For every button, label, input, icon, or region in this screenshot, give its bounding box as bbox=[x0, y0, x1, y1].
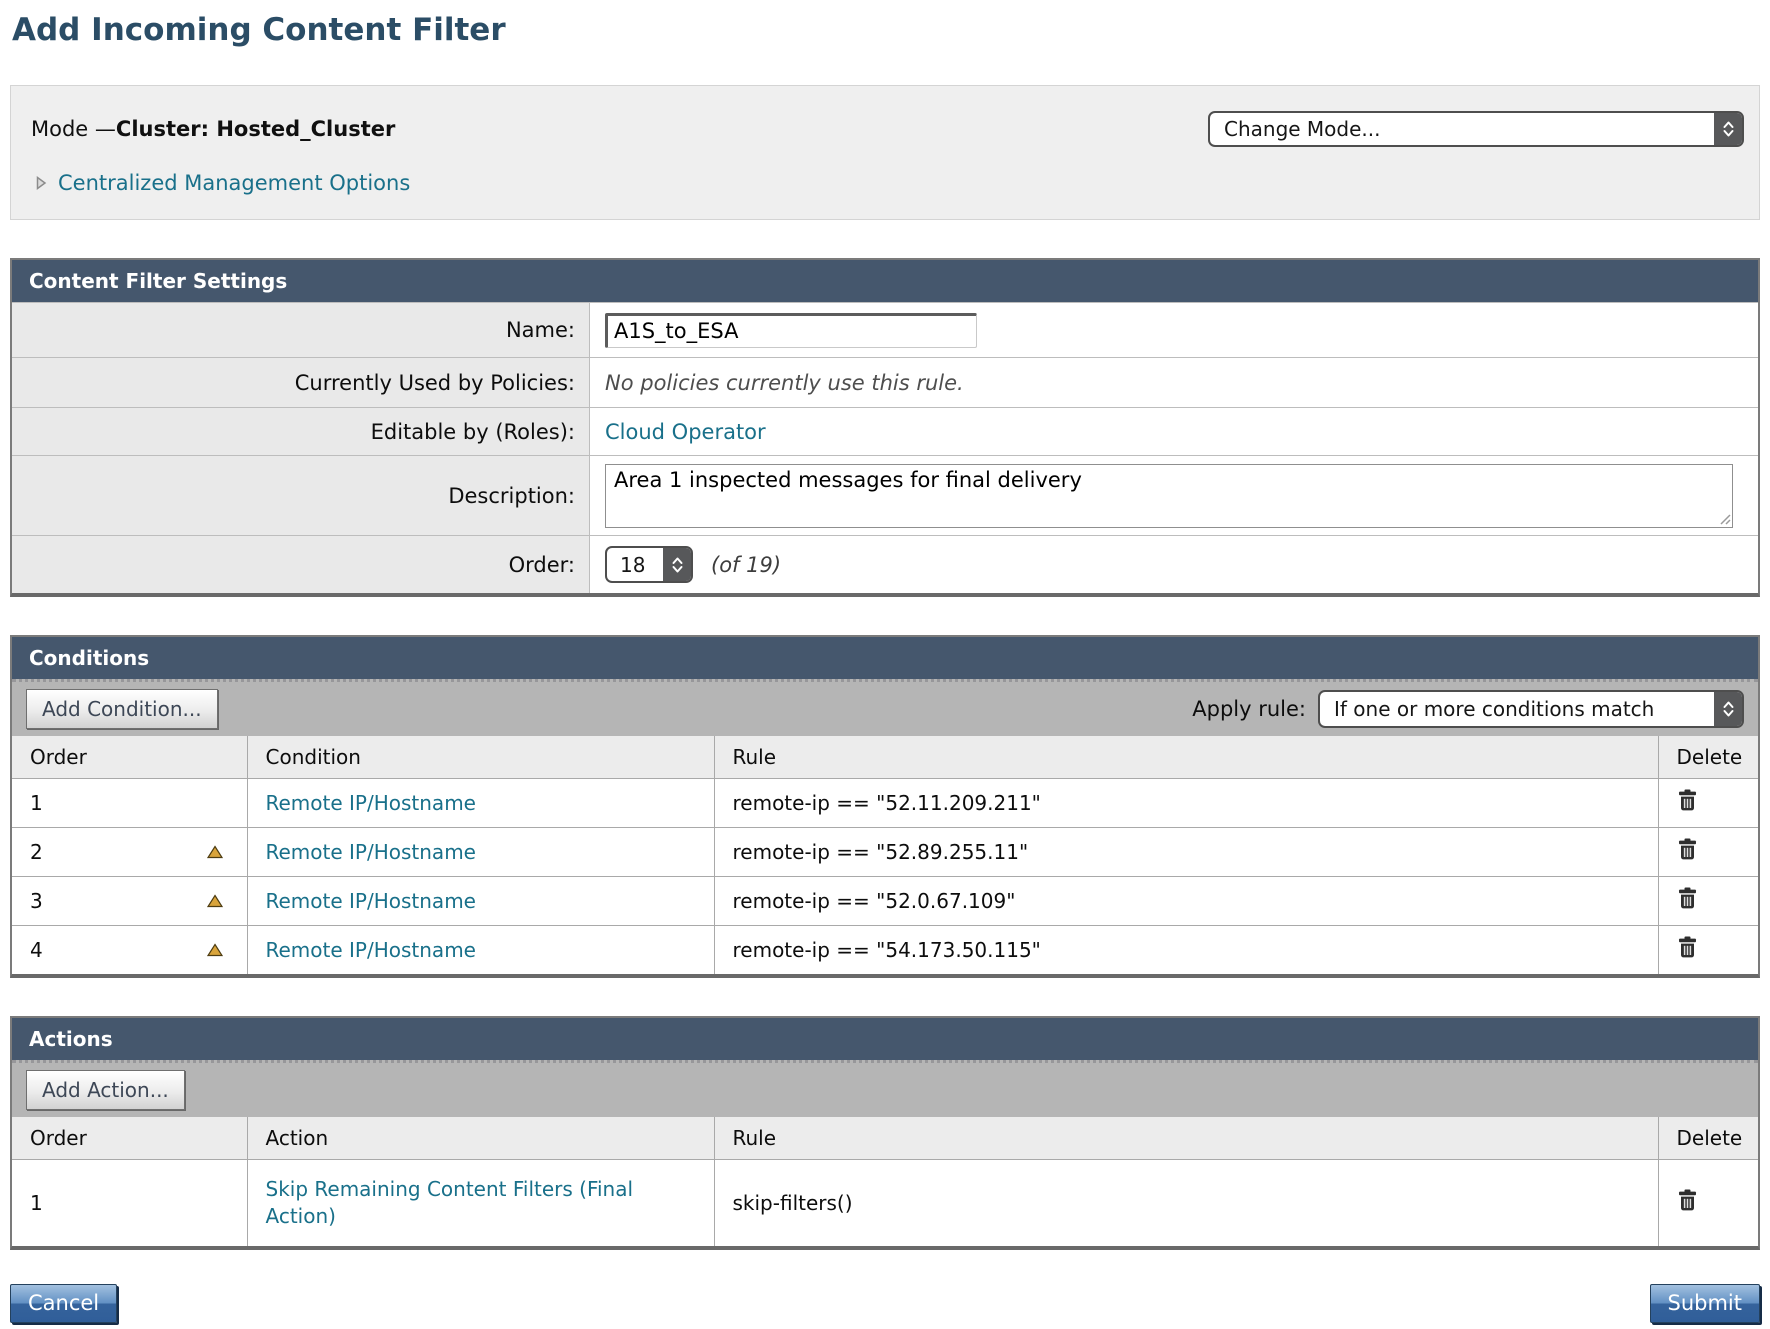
condition-order: 3 bbox=[30, 889, 43, 913]
action-row: 1 Skip Remaining Content Filters (Final … bbox=[12, 1159, 1758, 1246]
condition-order: 1 bbox=[12, 778, 247, 828]
conditions-col-rule: Rule bbox=[713, 736, 1658, 779]
condition-link[interactable]: Remote IP/Hostname bbox=[265, 938, 476, 962]
content-filter-settings-panel: Content Filter Settings Name: Currently … bbox=[10, 258, 1760, 597]
actions-col-delete: Delete bbox=[1657, 1117, 1758, 1160]
policies-value: No policies currently use this rule. bbox=[605, 370, 964, 395]
cloud-operator-link[interactable]: Cloud Operator bbox=[605, 419, 766, 444]
trash-icon bbox=[1677, 789, 1698, 812]
conditions-col-order: Order bbox=[12, 736, 247, 779]
condition-rule: remote-ip == "54.173.50.115" bbox=[713, 925, 1658, 974]
condition-order: 4 bbox=[30, 938, 43, 962]
apply-rule-label: Apply rule: bbox=[1192, 697, 1306, 721]
delete-condition-button[interactable] bbox=[1677, 936, 1698, 959]
editable-roles-label: Editable by (Roles): bbox=[12, 408, 590, 455]
conditions-panel: Conditions Add Condition... Apply rule: … bbox=[10, 635, 1760, 978]
actions-panel: Actions Add Action... Order Action Rule … bbox=[10, 1016, 1760, 1250]
conditions-col-condition: Condition bbox=[246, 736, 714, 779]
page-title: Add Incoming Content Filter bbox=[12, 12, 506, 48]
action-rule: skip-filters() bbox=[713, 1159, 1658, 1246]
condition-link[interactable]: Remote IP/Hostname bbox=[265, 840, 476, 864]
order-label: Order: bbox=[12, 536, 590, 593]
trash-icon bbox=[1677, 936, 1698, 959]
actions-toolbar: Add Action... bbox=[12, 1060, 1758, 1117]
condition-row: 4 Remote IP/Hostname remote-ip == "54.17… bbox=[12, 925, 1758, 974]
apply-rule-select[interactable]: If one or more conditions match bbox=[1318, 690, 1744, 728]
actions-header: Actions bbox=[12, 1018, 1758, 1060]
centralized-management-options-link[interactable]: Centralized Management Options bbox=[58, 171, 411, 195]
mode-label: Mode — bbox=[31, 117, 116, 141]
delete-action-button[interactable] bbox=[1677, 1189, 1698, 1212]
condition-link[interactable]: Remote IP/Hostname bbox=[265, 791, 476, 815]
actions-col-action: Action bbox=[246, 1117, 714, 1160]
disclosure-triangle-icon[interactable] bbox=[35, 175, 47, 191]
apply-rule-select-value: If one or more conditions match bbox=[1334, 697, 1655, 721]
delete-condition-button[interactable] bbox=[1677, 887, 1698, 910]
condition-row: 3 Remote IP/Hostname remote-ip == "52.0.… bbox=[12, 876, 1758, 926]
trash-icon bbox=[1677, 838, 1698, 861]
conditions-table: Order Condition Rule Delete 1 Remote IP/… bbox=[12, 736, 1758, 974]
move-up-arrow-icon[interactable] bbox=[206, 894, 223, 908]
trash-icon bbox=[1677, 1189, 1698, 1212]
order-select-value: 18 bbox=[620, 552, 646, 577]
select-updown-arrows-icon bbox=[1714, 113, 1742, 145]
condition-link[interactable]: Remote IP/Hostname bbox=[265, 889, 476, 913]
add-condition-button[interactable]: Add Condition... bbox=[26, 689, 218, 729]
mode-panel: Mode —Cluster: Hosted_Cluster Change Mod… bbox=[10, 85, 1760, 220]
condition-row: 2 Remote IP/Hostname remote-ip == "52.89… bbox=[12, 827, 1758, 877]
conditions-header: Conditions bbox=[12, 637, 1758, 679]
select-updown-arrows-icon bbox=[663, 548, 691, 581]
description-textarea[interactable]: Area 1 inspected messages for final deli… bbox=[605, 463, 1733, 528]
name-input[interactable] bbox=[605, 312, 977, 348]
actions-col-rule: Rule bbox=[713, 1117, 1658, 1160]
submit-button[interactable]: Submit bbox=[1649, 1284, 1760, 1323]
order-total-note: (of 19) bbox=[711, 552, 782, 577]
textarea-resize-handle-icon[interactable] bbox=[1718, 512, 1731, 525]
move-up-arrow-icon[interactable] bbox=[206, 943, 223, 957]
delete-condition-button[interactable] bbox=[1677, 789, 1698, 812]
change-mode-select[interactable]: Change Mode... bbox=[1208, 111, 1744, 147]
policies-label: Currently Used by Policies: bbox=[12, 358, 590, 407]
condition-row: 1 Remote IP/Hostname remote-ip == "52.11… bbox=[12, 778, 1758, 828]
condition-rule: remote-ip == "52.0.67.109" bbox=[713, 876, 1658, 926]
content-filter-settings-header: Content Filter Settings bbox=[12, 260, 1758, 302]
actions-col-order: Order bbox=[12, 1117, 247, 1160]
delete-condition-button[interactable] bbox=[1677, 838, 1698, 861]
condition-rule: remote-ip == "52.89.255.11" bbox=[713, 827, 1658, 877]
conditions-col-delete: Delete bbox=[1657, 736, 1758, 779]
order-select[interactable]: 18 bbox=[605, 546, 693, 583]
actions-table: Order Action Rule Delete 1 Skip Remainin… bbox=[12, 1117, 1758, 1246]
description-label: Description: bbox=[12, 456, 590, 535]
condition-order: 2 bbox=[30, 840, 43, 864]
move-up-arrow-icon[interactable] bbox=[206, 845, 223, 859]
change-mode-select-value: Change Mode... bbox=[1224, 117, 1381, 141]
add-action-button[interactable]: Add Action... bbox=[26, 1070, 185, 1110]
name-label: Name: bbox=[12, 303, 590, 357]
mode-text: Mode —Cluster: Hosted_Cluster bbox=[31, 117, 395, 141]
action-order: 1 bbox=[12, 1159, 247, 1246]
cancel-button[interactable]: Cancel bbox=[10, 1284, 118, 1323]
mode-value: Cluster: Hosted_Cluster bbox=[115, 117, 396, 141]
trash-icon bbox=[1677, 887, 1698, 910]
select-updown-arrows-icon bbox=[1714, 692, 1742, 726]
action-link[interactable]: Skip Remaining Content Filters (Final Ac… bbox=[265, 1177, 634, 1228]
condition-rule: remote-ip == "52.11.209.211" bbox=[713, 778, 1658, 828]
conditions-toolbar: Add Condition... Apply rule: If one or m… bbox=[12, 679, 1758, 736]
